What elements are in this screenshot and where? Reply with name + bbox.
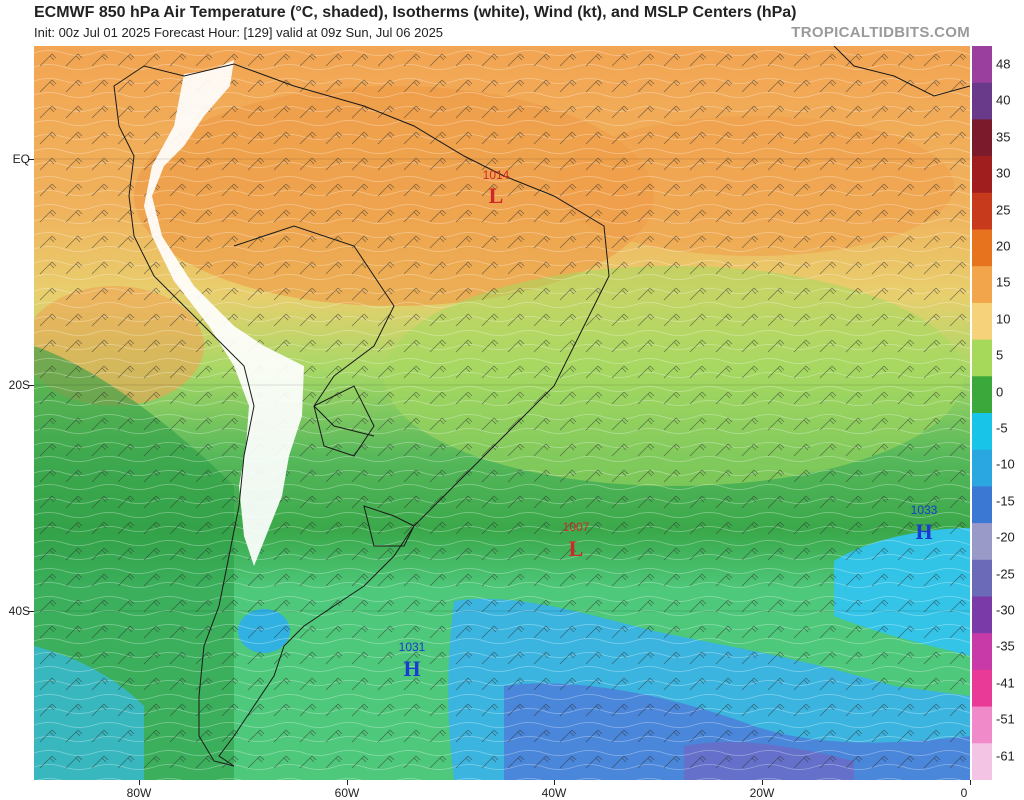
graticule [34, 158, 970, 612]
longitude-label: 80W [126, 786, 152, 800]
longitude-label: 40W [541, 786, 567, 800]
colorbar-segment [972, 46, 992, 84]
colorbar-label: 30 [996, 165, 1011, 181]
colorbar-label: 40 [996, 92, 1011, 108]
colorbar-label: 35 [996, 129, 1011, 145]
pressure-symbol: H [403, 656, 420, 681]
colorbar-label: -41 [996, 675, 1015, 691]
latitude-label: 40S [8, 604, 30, 618]
pressure-value: 1014 [483, 168, 510, 182]
forecast-info: Init: 00z Jul 01 2025 Forecast Hour: [12… [34, 25, 444, 40]
colorbar-label: -35 [996, 638, 1015, 654]
colorbar-segment [972, 596, 992, 634]
colorbar-label: -5 [996, 420, 1008, 436]
colorbar-segment [972, 192, 992, 230]
latitude-label: EQ [12, 152, 30, 166]
colorbar-segment [972, 339, 992, 377]
colorbar-segment [972, 413, 992, 451]
longitude-label: 0 [960, 786, 968, 800]
pressure-symbol: H [915, 519, 932, 544]
colorbar-label: 10 [996, 311, 1011, 327]
colorbar-segment [972, 743, 992, 780]
pressure-low-1007: 1007 L [563, 520, 590, 561]
pressure-symbol: L [569, 536, 584, 561]
pressure-value: 1033 [911, 503, 938, 517]
pressure-value: 1007 [563, 520, 590, 534]
pressure-high-1031: 1031 H [399, 640, 426, 681]
uruguay-border [363, 505, 415, 547]
colorbar-segment [972, 486, 992, 524]
colorbar-segment [972, 82, 992, 120]
longitude-label: 20W [749, 786, 775, 800]
colorbar-segment [972, 302, 992, 341]
colorbar-label: -51 [996, 711, 1015, 727]
longitude-label: 60W [334, 786, 360, 800]
paraguay-border [313, 385, 375, 457]
colorbar-segment [972, 449, 992, 487]
colorbar-segment [972, 706, 992, 744]
colorbar-label: -10 [996, 456, 1015, 472]
colorbar-label: 0 [996, 384, 1004, 400]
pressure-high-1033: 1033 H [911, 503, 938, 544]
colorbar-label: -15 [996, 493, 1015, 509]
colorbar-label: -61 [996, 748, 1015, 764]
colorbar-label: -30 [996, 602, 1015, 618]
pressure-low-1014: 1014 L [483, 168, 510, 208]
colorbar-segment [972, 559, 992, 597]
africa-coastline [833, 46, 970, 97]
temperature-map: 1014 L 1007 L 1031 H 1033 H [34, 46, 970, 780]
south-america-coastline [113, 63, 610, 767]
colorbar-label: -25 [996, 566, 1015, 582]
colorbar-label: 5 [996, 347, 1004, 363]
colorbar-segment [972, 156, 992, 194]
chart-title: ECMWF 850 hPa Air Temperature (°C, shade… [34, 4, 797, 21]
colorbar-segment [972, 633, 992, 671]
longitude-tick [347, 780, 348, 785]
pressure-symbol: L [489, 183, 504, 208]
colorbar-label: -20 [996, 529, 1015, 545]
colorbar-label: 15 [996, 274, 1011, 290]
longitude-tick [139, 780, 140, 785]
longitude-tick [554, 780, 555, 785]
colorbar-segment [972, 119, 992, 157]
colorbar-label: 48 [996, 56, 1011, 72]
andes-mask [144, 60, 304, 566]
wind-barbs [34, 46, 970, 780]
longitude-tick [970, 780, 971, 785]
colorbar-segment [972, 669, 992, 708]
pressure-value: 1031 [399, 640, 426, 654]
colorbar-segment [972, 523, 992, 561]
colorbar-label: 20 [996, 238, 1011, 254]
temperature-colorbar [972, 46, 992, 780]
colorbar-segment [972, 266, 992, 304]
latitude-tick [28, 385, 34, 386]
colorbar-segment [972, 229, 992, 267]
latitude-label: 20S [8, 378, 30, 392]
site-brand: TROPICALTIDBITS.COM [791, 24, 970, 41]
colorbar-label: 25 [996, 202, 1011, 218]
brazil-border [233, 225, 395, 437]
latitude-tick [28, 159, 34, 160]
colorbar-segment [972, 376, 992, 414]
latitude-tick [28, 611, 34, 612]
longitude-tick [762, 780, 763, 785]
coastlines [113, 46, 970, 767]
